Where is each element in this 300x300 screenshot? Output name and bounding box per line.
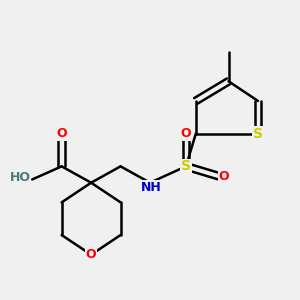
Text: O: O [86,248,96,261]
Text: HO: HO [10,171,31,184]
Text: NH: NH [141,181,162,194]
Text: O: O [56,127,67,140]
Text: S: S [181,159,191,173]
Text: O: O [218,170,229,183]
Text: S: S [253,127,263,141]
Text: O: O [181,127,191,140]
